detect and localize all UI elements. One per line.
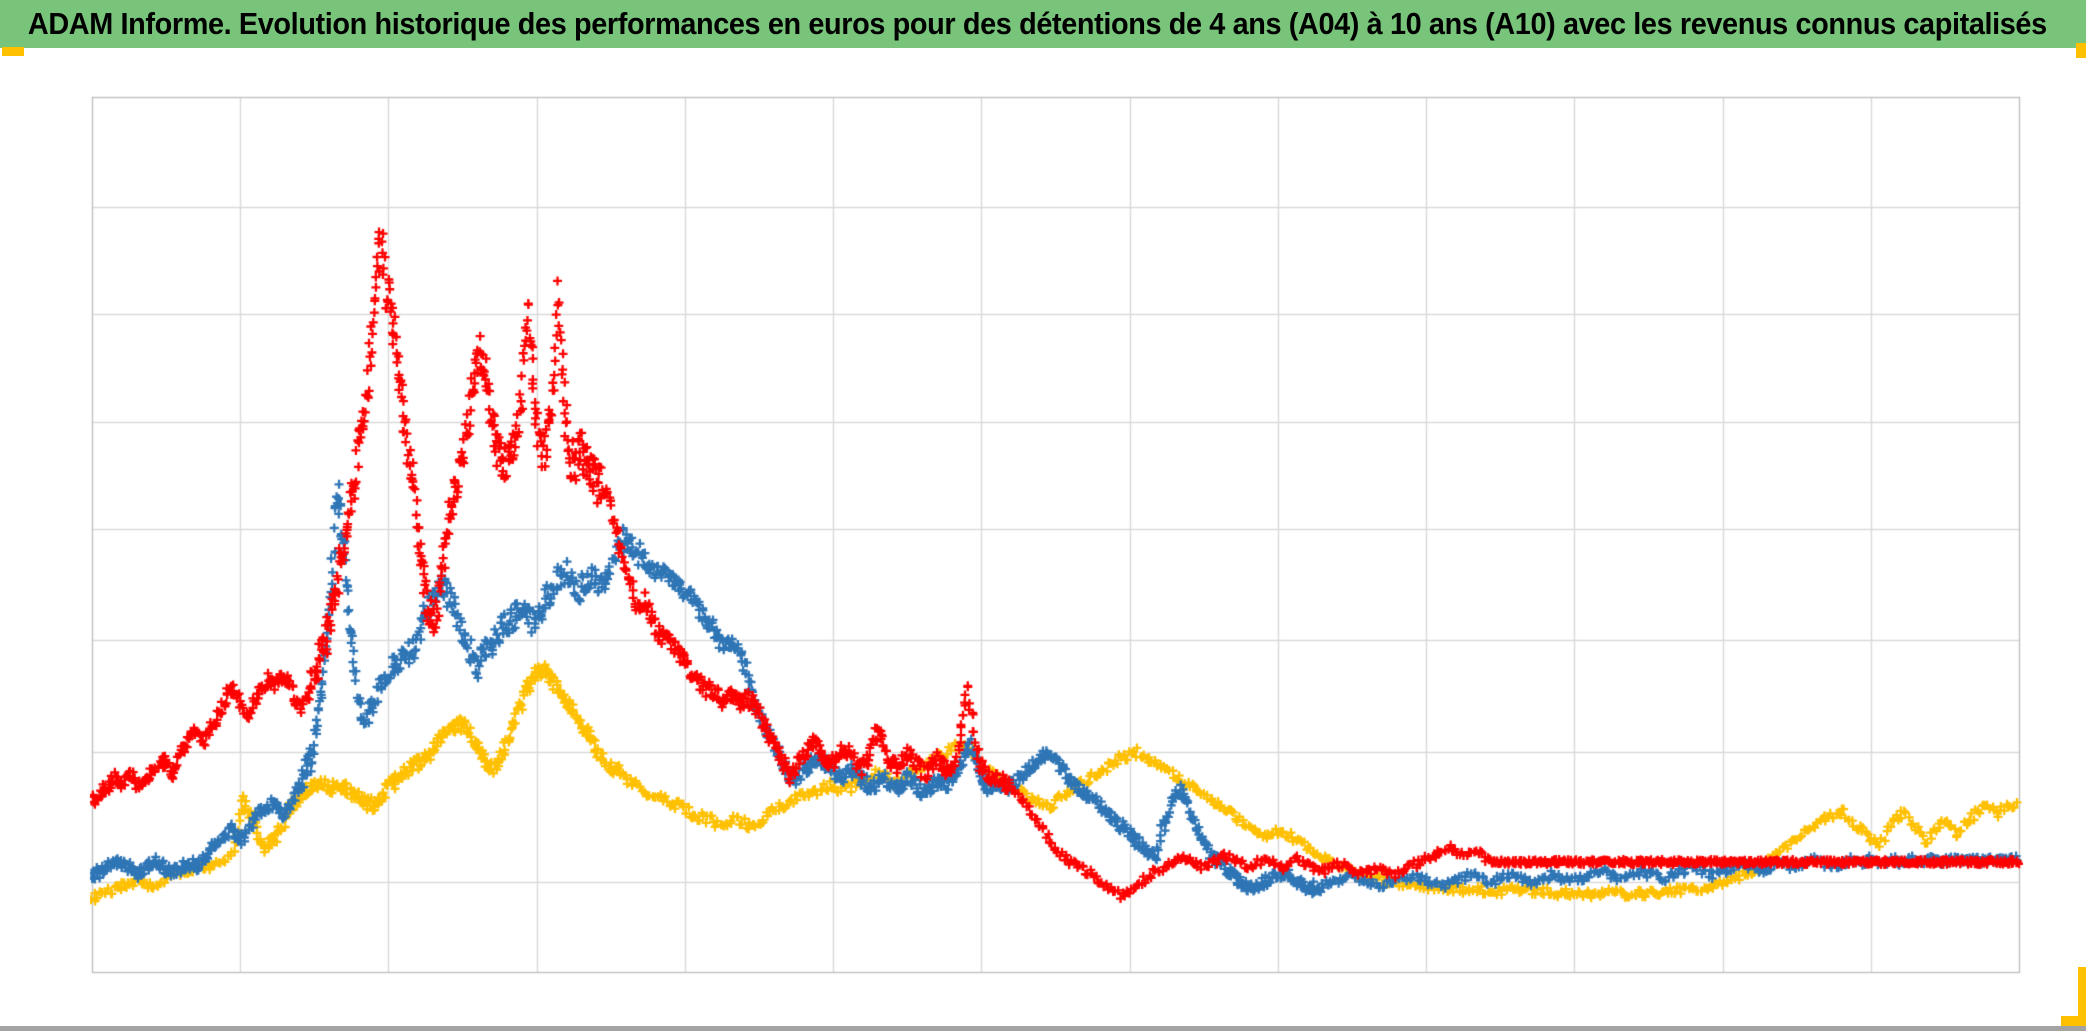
selection-handle-bottom-right-icon: [2078, 967, 2086, 1031]
chart-title: ADAM Informe. Evolution historique des p…: [27, 6, 2047, 41]
selection-handle-top-right-icon: [2076, 43, 2086, 58]
selection-handle-top-left-icon: [2, 47, 24, 56]
chart-title-bar: ADAM Informe. Evolution historique des p…: [0, 0, 2086, 48]
window-bottom-edge: [0, 1026, 2086, 1031]
